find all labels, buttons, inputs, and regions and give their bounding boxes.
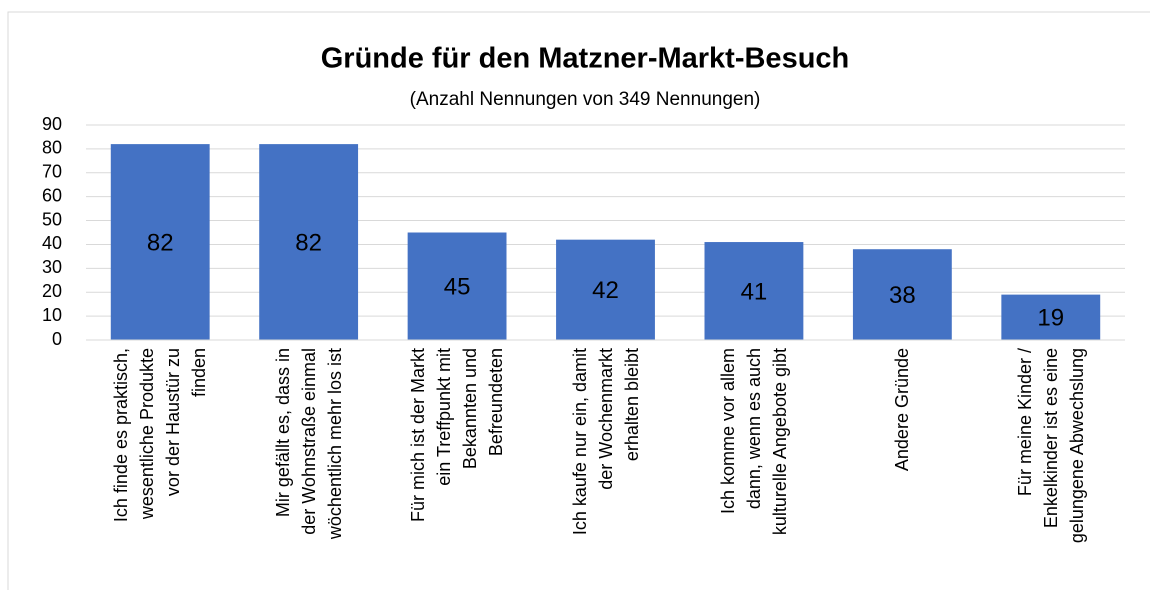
x-tick-label: Ich komme vor allem dann, wenn es auch k…: [717, 348, 790, 536]
y-tick-label: 10: [42, 305, 62, 325]
y-tick-label: 80: [42, 138, 62, 158]
x-tick-label: Ich kaufe nur ein, damit der Wochenmarkt…: [569, 348, 642, 536]
bar: [1001, 294, 1101, 340]
y-tick-label: 0: [52, 329, 62, 349]
y-tick-label: 20: [42, 281, 62, 301]
bar: [407, 232, 507, 340]
chart-border: [7, 11, 1150, 590]
x-tick-label: Andere Gründe: [892, 348, 913, 472]
y-tick-label: 70: [42, 162, 62, 182]
bar: [556, 239, 655, 340]
data-label: 82: [147, 229, 174, 256]
y-tick-label: 50: [42, 209, 62, 229]
x-tick-label: Mir gefällt es, dass in der Wohnstraße e…: [272, 348, 345, 540]
y-tick-label: 40: [42, 233, 62, 253]
chart-subtitle: (Anzahl Nennungen von 349 Nennungen): [410, 89, 761, 110]
x-tick-label: Für meine Kinder / Enkelkinder ist es ei…: [1014, 348, 1087, 544]
bar: [852, 249, 952, 340]
chart-title: Gründe für den Matzner-Markt-Besuch: [321, 43, 850, 75]
y-tick-label: 60: [42, 185, 62, 205]
data-label: 45: [444, 274, 471, 301]
y-tick-label: 90: [42, 114, 62, 134]
bar: [110, 144, 210, 340]
y-tick-label: 30: [42, 257, 62, 277]
data-label: 41: [741, 278, 768, 305]
bar: [259, 144, 359, 340]
data-label: 42: [592, 277, 619, 304]
x-tick-label: Für mich ist der Markt ein Treffpunkt mi…: [408, 348, 507, 523]
data-label: 38: [889, 282, 916, 309]
data-label: 19: [1037, 305, 1064, 332]
x-tick-label: Ich finde es praktisch, wesentliche Prod…: [111, 348, 210, 523]
bar: [704, 242, 804, 340]
data-label: 82: [295, 229, 322, 256]
